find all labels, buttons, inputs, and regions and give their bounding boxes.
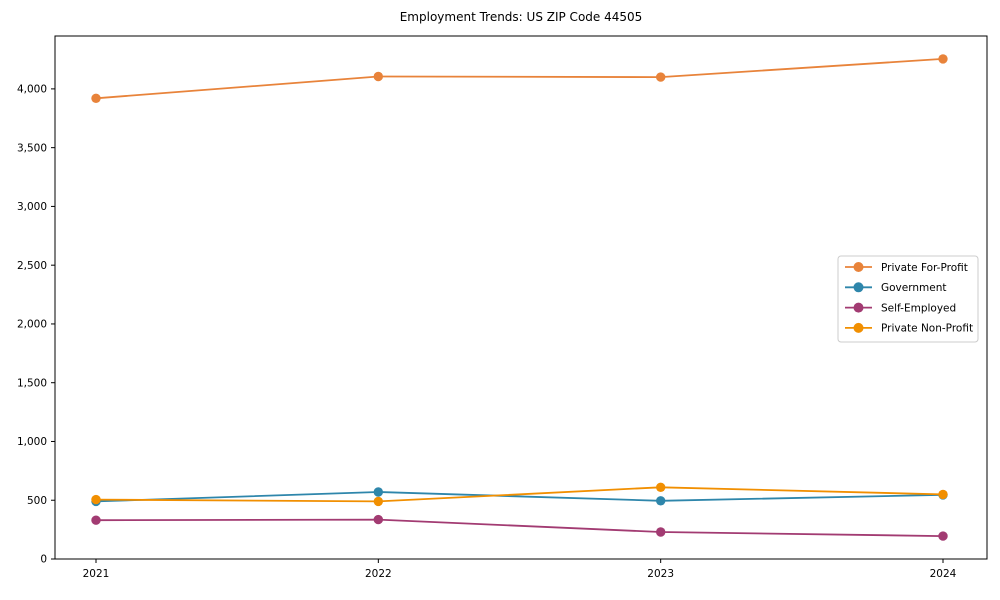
x-axis-tick-label: 2021 xyxy=(83,568,110,580)
legend-item-private-non-profit: Private Non-Profit xyxy=(845,323,973,335)
y-axis-tick-label: 2,500 xyxy=(17,260,47,272)
y-axis-tick-label: 2,000 xyxy=(17,319,47,331)
data-point-marker xyxy=(373,514,383,525)
series-self-employed xyxy=(91,514,948,541)
legend: Private For-Profit Government Self-Employe… xyxy=(837,255,979,343)
y-axis-tick-label: 1,500 xyxy=(17,377,47,389)
series-line xyxy=(95,491,944,503)
data-point-marker xyxy=(656,482,666,492)
data-point-marker xyxy=(91,515,101,525)
legend-marker-icon xyxy=(853,302,864,313)
series-private-non-profit xyxy=(91,482,948,507)
legend-box xyxy=(837,255,979,343)
data-point-marker xyxy=(373,496,383,507)
y-axis-tick-label: 1,000 xyxy=(17,436,47,448)
legend-label: Private For-Profit xyxy=(881,262,968,274)
y-axis-tick-label: 3,000 xyxy=(17,201,47,213)
series-government xyxy=(91,487,948,507)
data-point-marker xyxy=(938,531,948,541)
data-point-marker xyxy=(373,71,383,82)
legend-item-self-employed: Self-Employed xyxy=(845,302,956,314)
series-line xyxy=(95,58,944,100)
data-point-marker xyxy=(91,93,101,104)
plot-area-frame xyxy=(54,35,988,560)
y-axis-tick-label: 4,000 xyxy=(17,84,47,96)
legend-item-government: Government xyxy=(845,282,946,294)
data-point-marker xyxy=(938,54,948,64)
y-axis-tick-label: 0 xyxy=(40,554,47,566)
legend-marker-icon xyxy=(853,262,864,272)
x-axis-tick-label: 2023 xyxy=(647,568,674,580)
legend-label: Government xyxy=(881,282,946,294)
data-point-marker xyxy=(656,527,666,537)
y-axis-tick-label: 3,500 xyxy=(17,142,47,154)
y-axis-tick-label: 500 xyxy=(27,495,47,507)
x-axis-tick-label: 2024 xyxy=(930,568,957,580)
data-point-marker xyxy=(373,487,383,497)
series-line xyxy=(95,518,944,537)
series-private-for-profit xyxy=(91,54,948,104)
legend-marker-icon xyxy=(853,322,864,333)
data-point-marker xyxy=(91,494,101,505)
data-point-marker xyxy=(938,489,948,500)
legend-marker-icon xyxy=(853,282,864,293)
series-line xyxy=(95,486,944,503)
x-axis-tick-label: 2022 xyxy=(365,568,392,580)
legend-label: Self-Employed xyxy=(881,302,956,314)
legend-item-private-for-profit: Private For-Profit xyxy=(845,262,968,274)
legend-label: Private Non-Profit xyxy=(881,323,973,335)
chart-title: Employment Trends: US ZIP Code 44505 xyxy=(399,10,643,24)
data-point-marker xyxy=(656,496,666,506)
data-point-marker xyxy=(656,72,666,82)
